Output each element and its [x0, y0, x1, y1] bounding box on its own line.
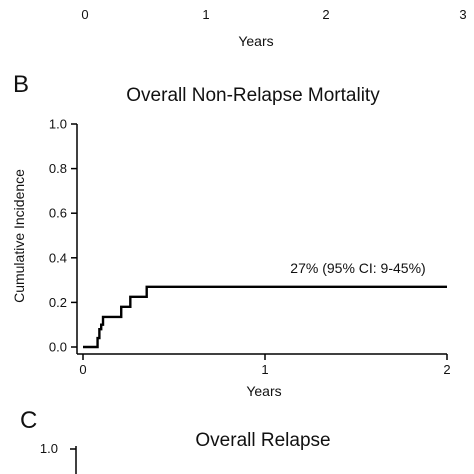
y-tick-label: 0.0 [49, 340, 67, 355]
panel-c-letter: C [20, 407, 37, 434]
x-tick-label: 0 [79, 362, 86, 377]
x-axis-label: Years [246, 383, 281, 399]
y-tick-label: 0.8 [49, 161, 67, 176]
y-tick-label: 0.2 [49, 295, 67, 310]
chart-axes [76, 124, 447, 355]
chart-title: Overall Non-Relapse Mortality [126, 85, 380, 106]
panel-a-x-tick-0: 0 [81, 7, 88, 22]
panel-c-y-tick-top: 1.0 [40, 441, 58, 456]
x-tick-label: 2 [443, 362, 450, 377]
x-ticks: 0 1 2 [79, 354, 451, 377]
panel-c: C Overall Relapse 1.0 [20, 407, 331, 474]
panel-b: B Overall Non-Relapse Mortality 0.00.20.… [11, 71, 451, 399]
panel-c-title: Overall Relapse [195, 430, 330, 451]
panel-a: 0 1 2 3 Years [81, 7, 466, 49]
y-ticks: 0.0 0.2 0.4 0.6 0.8 1.0 [49, 117, 77, 355]
x-tick-label: 1 [261, 362, 268, 377]
y-tick-label: 1.0 [49, 117, 67, 132]
y-tick-label: 0.6 [49, 206, 67, 221]
panel-a-x-tick-3: 3 [459, 7, 466, 22]
panel-a-x-label: Years [238, 33, 273, 49]
y-axis-label: Cumulative Incidence [11, 169, 27, 303]
panel-b-letter: B [13, 71, 29, 98]
y-tick-label: 0.4 [49, 250, 67, 265]
panel-a-x-tick-1: 1 [202, 7, 209, 22]
annotation-27pct: 27% (95% CI: 9-45%) [290, 260, 425, 276]
series-line-nrm [83, 285, 447, 349]
panel-a-x-tick-2: 2 [322, 7, 329, 22]
